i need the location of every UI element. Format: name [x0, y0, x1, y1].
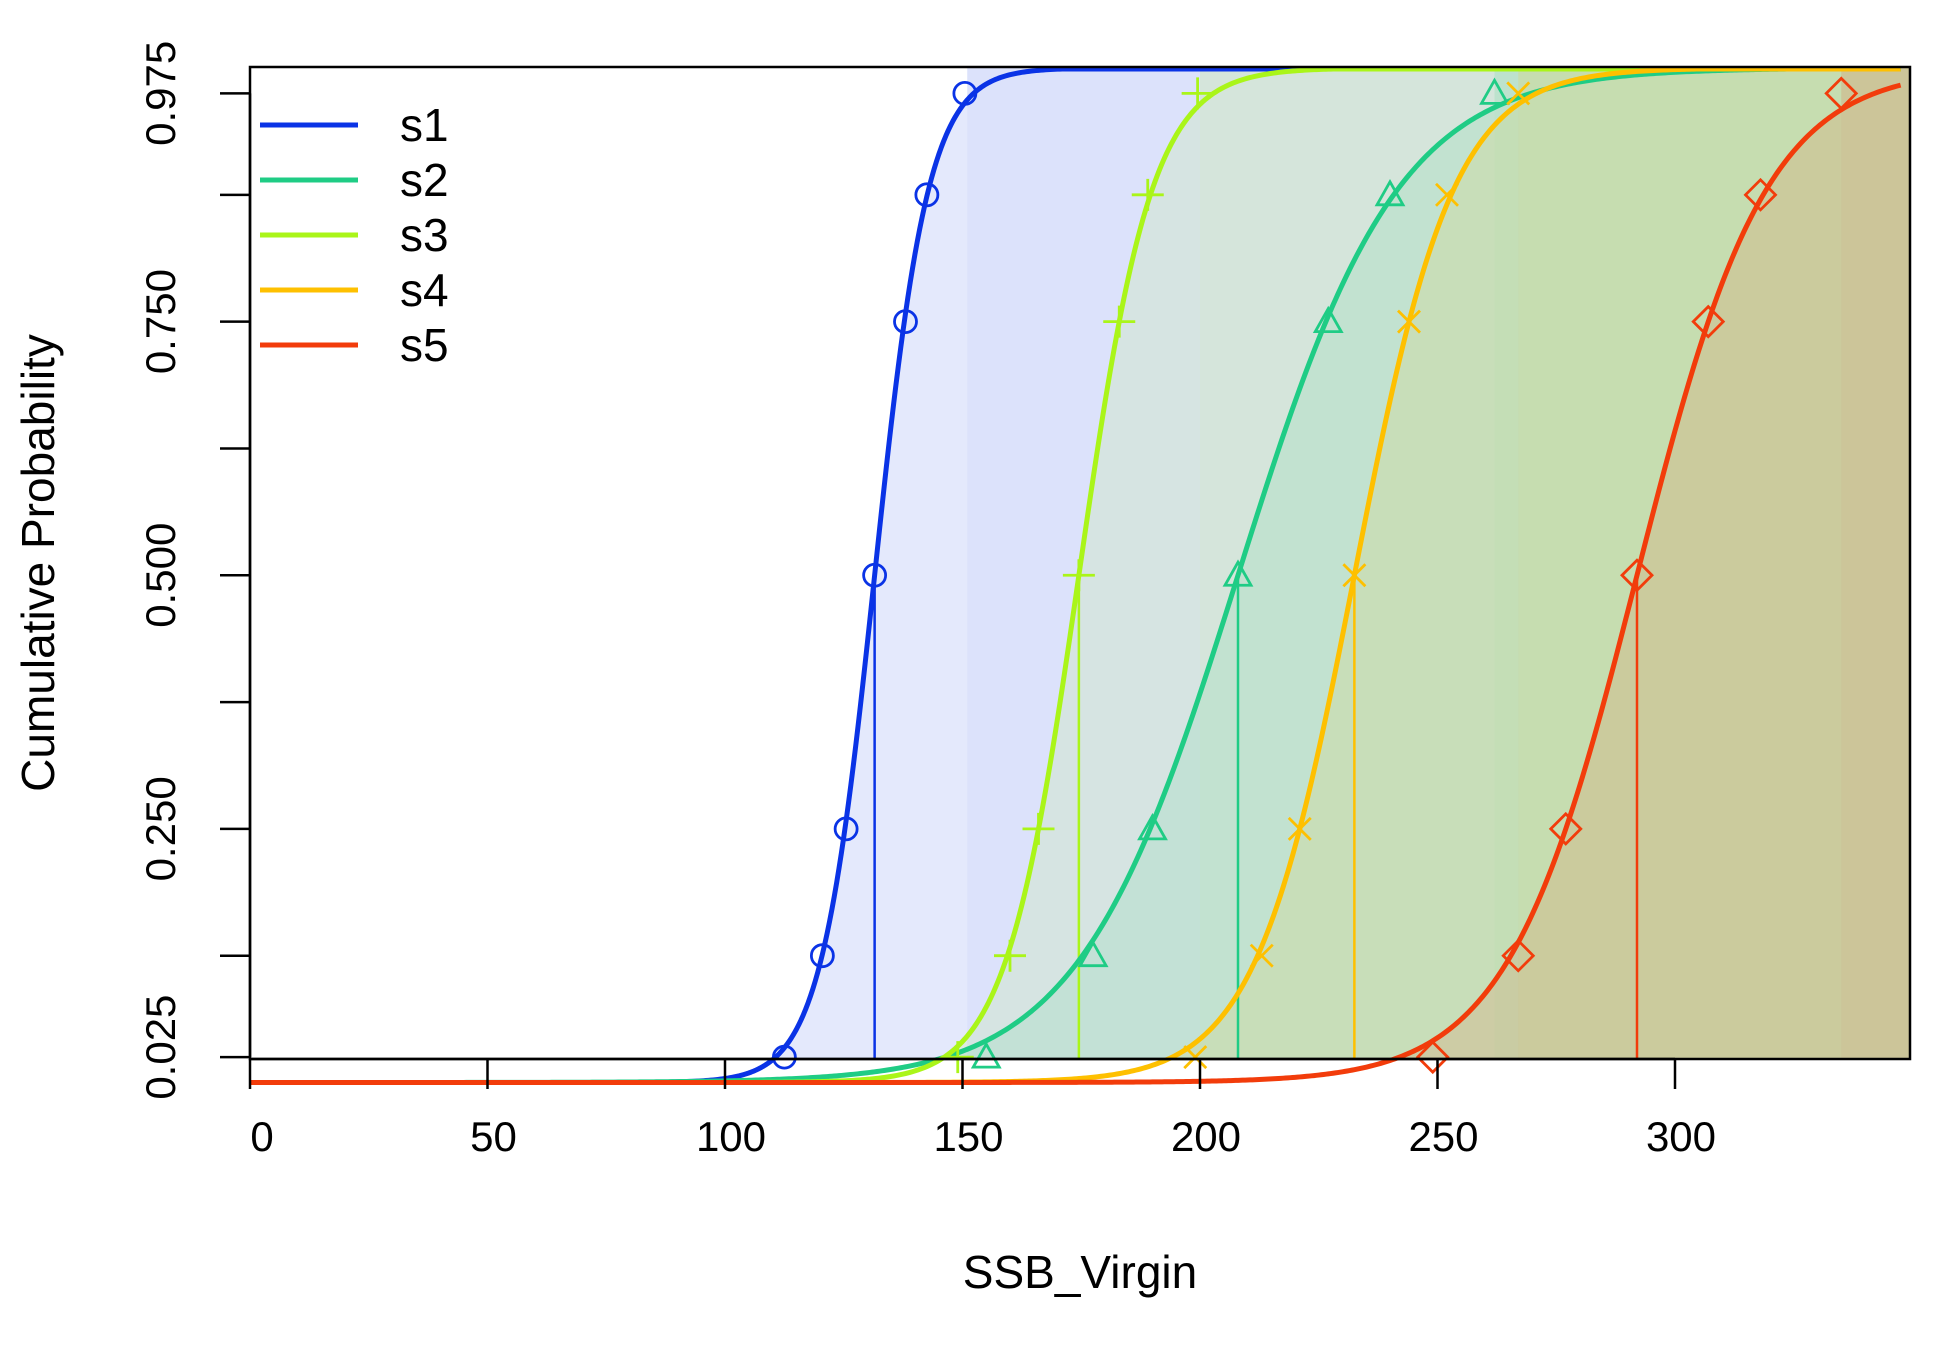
- x-tick-label: 200: [1171, 1113, 1241, 1160]
- shade-band-s2: [1494, 67, 1910, 1059]
- cdf-curves: [249, 66, 1902, 1085]
- legend-label-s4: s4: [400, 264, 449, 316]
- marker-s4-p0.125: [1249, 943, 1274, 968]
- x-axis-title: SSB_Virgin: [963, 1246, 1197, 1298]
- marker-s2-p0.975: [1479, 77, 1510, 105]
- shade-under-s2: [250, 107, 1495, 1060]
- median-lines: [873, 575, 1639, 1059]
- marker-s4-p0.5: [1342, 563, 1367, 588]
- y-axis-title: Cumulative Probability: [12, 334, 64, 792]
- y-tick-label: 0.025: [137, 995, 184, 1100]
- marker-s4-p0.875: [1435, 182, 1459, 207]
- marker-s5-p0.5: [1620, 558, 1654, 593]
- y-tick-label: 0.750: [137, 269, 184, 374]
- x-tick-label: 150: [933, 1113, 1003, 1160]
- marker-s5-p0.025: [1415, 1040, 1450, 1075]
- legend-label-s3: s3: [400, 209, 449, 261]
- x-axis: 0 50 100 150 200 250 300: [248, 1057, 1716, 1160]
- marker-s4-p0.025: [1183, 1045, 1208, 1070]
- marker-s4-p0.975: [1506, 81, 1531, 106]
- marker-s2-p0.875: [1374, 178, 1406, 207]
- marker-s2-p0.025: [970, 1041, 1002, 1069]
- legend-label-s1: s1: [400, 99, 449, 151]
- marker-s2-p0.5: [1222, 559, 1254, 587]
- shade-under-s1: [250, 99, 968, 1059]
- marker-s3-p0.5: [1062, 559, 1095, 592]
- x-tick-label: 100: [696, 1113, 766, 1160]
- marker-s1-p0.875: [914, 182, 940, 208]
- x-tick-label: 0: [250, 1113, 273, 1160]
- legend-label-s2: s2: [400, 154, 449, 206]
- marker-s5-p0.875: [1743, 177, 1778, 212]
- y-tick-label: 0.250: [137, 776, 184, 881]
- marker-s3-p0.875: [1131, 178, 1164, 211]
- marker-s1-p0.975: [952, 80, 978, 106]
- marker-s5-p0.25: [1548, 811, 1583, 846]
- marker-s1-p0.125: [809, 943, 835, 969]
- shade-band-s5: [1841, 67, 1910, 1059]
- quantile-shading: [250, 67, 1910, 1060]
- curve-s5: [249, 82, 1902, 1085]
- x-tick-label: 300: [1646, 1113, 1716, 1160]
- y-tick-label: 0.975: [137, 41, 184, 146]
- shade-under-s4: [250, 104, 1519, 1060]
- x-tick-label: 250: [1408, 1113, 1478, 1160]
- marker-s2-p0.75: [1312, 305, 1344, 334]
- marker-s3-p0.75: [1103, 305, 1136, 338]
- marker-s4-p0.25: [1287, 816, 1312, 841]
- shade-band-s4: [1518, 67, 1910, 1059]
- marker-s1-p0.5: [862, 562, 888, 588]
- legend-label-s5: s5: [400, 319, 449, 371]
- marker-s3-p0.975: [1181, 77, 1214, 110]
- y-tick-label: 0.500: [137, 523, 184, 628]
- marker-s2-p0.25: [1137, 813, 1168, 841]
- quantile-markers: [771, 76, 1859, 1075]
- x-tick-label: 50: [470, 1113, 517, 1160]
- marker-s4-p0.75: [1397, 309, 1421, 334]
- shade-under-s5: [250, 109, 1842, 1059]
- y-axis: 0.025 0.250 0.500 0.750 0.975: [137, 41, 252, 1100]
- marker-s2-p0.125: [1077, 939, 1109, 968]
- marker-s5-p0.125: [1501, 938, 1536, 973]
- shade-band-s3: [1200, 67, 1910, 1059]
- marker-s1-p0.75: [893, 309, 918, 335]
- marker-s3-p0.025: [941, 1041, 974, 1074]
- marker-s5-p0.75: [1691, 304, 1726, 339]
- marker-s3-p0.25: [1022, 812, 1055, 845]
- marker-s5-p0.975: [1824, 76, 1859, 111]
- marker-s1-p0.025: [771, 1044, 797, 1070]
- marker-s1-p0.25: [833, 816, 859, 842]
- marker-s3-p0.125: [994, 939, 1026, 972]
